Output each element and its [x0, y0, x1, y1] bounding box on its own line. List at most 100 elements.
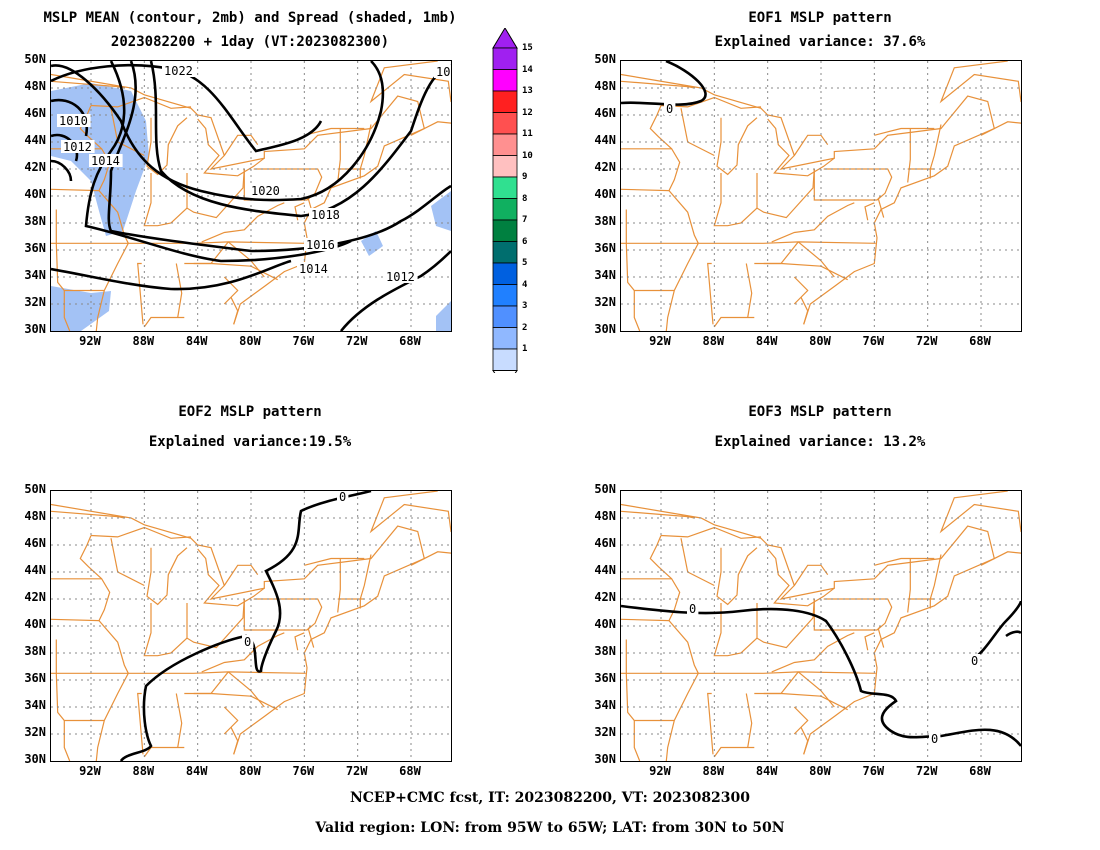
lat-tick-label: 46N [24, 106, 46, 120]
contour-label: 1016 [436, 65, 451, 79]
contour-label: 1022 [164, 64, 193, 78]
lat-tick-label: 36N [594, 241, 616, 255]
lat-tick-label: 42N [594, 590, 616, 604]
colorbar-swatch [492, 176, 518, 199]
map-boundary-line [51, 671, 306, 674]
map-boundary-line [186, 168, 245, 219]
lat-tick-label: 30N [594, 322, 616, 336]
eof2-contours [119, 491, 372, 761]
contour-label: 1018 [311, 208, 340, 222]
contour-label-bg [61, 140, 95, 153]
lat-tick-label: 38N [24, 214, 46, 228]
map-boundary-line [800, 727, 809, 755]
lon-tick-label: 92W [79, 334, 101, 348]
lat-tick-label: 32N [24, 295, 46, 309]
colorbar-label: 10 [522, 150, 533, 161]
contour-label: 0 [689, 602, 696, 616]
lat-tick-label: 34N [24, 698, 46, 712]
lat-tick-label: 50N [24, 482, 46, 496]
map-boundary-line [143, 173, 188, 227]
contour-label: 1010 [59, 114, 88, 128]
map-boundary-line [90, 526, 192, 539]
map-boundary-line [649, 535, 673, 580]
colorbar-label: 7 [522, 215, 528, 225]
map-boundary-line [230, 727, 239, 755]
map-boundary-line [771, 202, 855, 243]
map-boundary-line [877, 625, 885, 648]
map-boundary-line [877, 195, 885, 218]
lat-tick-label: 40N [594, 187, 616, 201]
map-boundary-line [767, 118, 835, 177]
mslp-contours [51, 61, 451, 331]
map-boundary-line [756, 598, 815, 649]
map-boundary-line [223, 564, 259, 586]
lat-tick-label: 44N [594, 133, 616, 147]
map-boundary-line [707, 262, 714, 325]
map-boundary-line [137, 262, 144, 325]
lat-tick-label: 50N [594, 482, 616, 496]
map-boundary-line [621, 578, 681, 622]
colorbar-label: 5 [522, 258, 528, 268]
lon-tick-label: 76W [292, 764, 315, 778]
colorbar-label: 4 [522, 279, 528, 290]
contour-label: 1012 [63, 140, 92, 154]
map-boundary-line [146, 547, 188, 606]
colorbar-swatch [492, 241, 518, 264]
map-boundary-line [793, 276, 809, 305]
colorbar-swatch [492, 262, 518, 285]
map-boundary-line [660, 96, 762, 109]
colorbar-label: 6 [522, 236, 528, 247]
map-boundary-line [754, 671, 799, 695]
map-boundary-line [359, 124, 372, 179]
colorbar-label: 15 [522, 43, 533, 53]
colorbar-swatch [492, 47, 518, 70]
map-boundary-line [813, 168, 893, 201]
map-boundary-line [337, 558, 341, 613]
lat-tick-label: 44N [24, 133, 46, 147]
lat-tick-label: 48N [24, 509, 46, 523]
lon-tick-label: 76W [862, 764, 885, 778]
map-boundary-line [79, 535, 103, 580]
map-boundary-line [193, 692, 278, 711]
lon-tick-label: 80W [809, 764, 831, 778]
colorbar-label: 1 [522, 344, 528, 354]
map-boundary-line [793, 706, 809, 735]
map-boundary-line [713, 603, 758, 657]
colorbar [492, 28, 518, 373]
map-boundary-line [621, 80, 695, 89]
lat-tick-label: 46N [24, 536, 46, 550]
map-boundary-line [763, 262, 848, 281]
contour-label-bg [89, 154, 123, 167]
eof2-subtitle: Explained variance:19.5% [148, 434, 352, 450]
lat-tick-label: 36N [24, 241, 46, 255]
map-boundary-line [197, 118, 265, 177]
colorbar-label: 8 [522, 193, 528, 204]
lat-tick-label: 32N [24, 725, 46, 739]
colorbar-swatch [492, 219, 518, 242]
map-boundary-line [665, 620, 699, 761]
map-boundary-line [51, 578, 111, 622]
colorbar-swatch [492, 133, 518, 156]
colorbar-label: 14 [522, 64, 533, 75]
lon-tick-label: 80W [239, 764, 261, 778]
lon-tick-label: 72W [345, 334, 368, 348]
eof3-map: 0 0 0 [621, 491, 1021, 761]
map-boundary-line [745, 693, 753, 748]
map-boundary-line [243, 598, 323, 631]
map-boundary-line [230, 297, 239, 325]
footer-line-2: Valid region: LON: from 95W to 65W; LAT:… [315, 820, 785, 836]
map-boundary-line [680, 538, 715, 587]
eof1-map-panel: 0 [620, 60, 1022, 332]
lat-tick-label: 30N [594, 752, 616, 766]
colorbar-label: 3 [522, 301, 528, 311]
colorbar-label: 9 [522, 172, 528, 182]
eof3-subtitle: Explained variance: 13.2% [714, 434, 926, 450]
lat-tick-label: 44N [24, 563, 46, 577]
map-boundary-line [307, 625, 315, 648]
mean-map-panel: 1022102010181016101410121010101210141016 [50, 60, 452, 332]
map-boundary-line [143, 316, 185, 328]
contour-label: 0 [244, 635, 251, 649]
map-boundary-line [227, 671, 265, 708]
colorbar-max-arrow [492, 28, 518, 49]
